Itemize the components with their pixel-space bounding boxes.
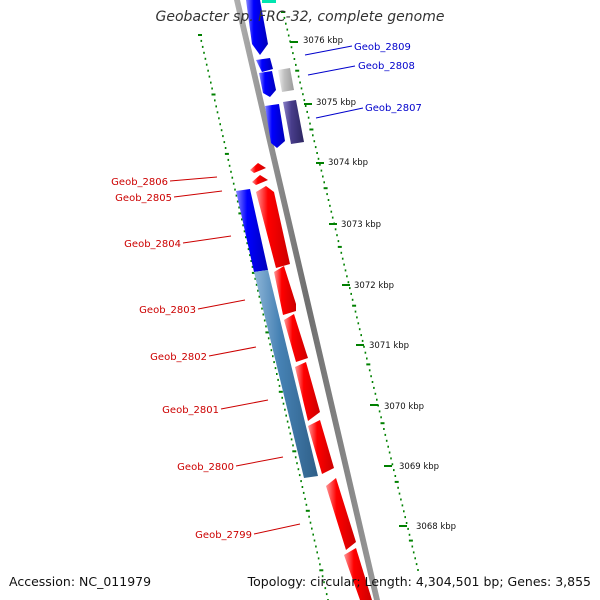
gene-labels-right: Geob_2809 Geob_2808 Geob_2807 <box>304 42 422 119</box>
gene-geob-2809 <box>256 58 273 72</box>
gene-label[interactable]: Geob_2802 <box>150 352 207 363</box>
gene-label[interactable]: Geob_2801 <box>162 405 219 416</box>
gene-teal-top <box>262 0 276 3</box>
gene-darkslate <box>283 100 304 144</box>
kbp-label: 3076 kbp <box>303 36 343 46</box>
map-title: Geobacter sp. FRC-32, complete genome <box>155 9 445 25</box>
kbp-label: 3069 kbp <box>399 462 439 472</box>
gene-label[interactable]: Geob_2808 <box>358 61 415 72</box>
gene-label[interactable]: Geob_2809 <box>354 42 411 53</box>
kbp-label: 3070 kbp <box>384 402 424 412</box>
forward-strand-genes <box>250 68 372 600</box>
kbp-label: 3075 kbp <box>316 98 356 108</box>
tick-rings <box>198 11 419 600</box>
gene-label[interactable]: Geob_2805 <box>115 193 172 204</box>
genome-summary-text: Topology: circular; Length: 4,304,501 bp… <box>247 574 591 589</box>
reverse-strand-genes <box>236 0 318 478</box>
kbp-label: 3071 kbp <box>369 341 409 351</box>
gene-geob-2807 <box>265 104 285 148</box>
kbp-label: 3073 kbp <box>341 220 381 230</box>
gene-labels-left: Geob_2806 Geob_2805 Geob_2804 Geob_2803 … <box>111 176 301 541</box>
kbp-label: 3074 kbp <box>328 158 368 168</box>
kbp-scale: 3076 kbp 3075 kbp 3074 kbp 3073 kbp 3072… <box>290 36 456 532</box>
accession-text: Accession: NC_011979 <box>9 574 152 589</box>
gene-geob-2802-fwd <box>284 314 308 362</box>
gene-label[interactable]: Geob_2807 <box>365 103 422 114</box>
gene-geob-2799-fwd <box>326 478 356 550</box>
gene-label[interactable]: Geob_2806 <box>111 177 168 188</box>
gene-label[interactable]: Geob_2799 <box>195 530 252 541</box>
gene-geob-2805 <box>252 175 268 185</box>
kbp-label: 3072 kbp <box>354 281 394 291</box>
gene-geob-2804 <box>236 189 268 272</box>
gene-label[interactable]: Geob_2804 <box>124 239 181 250</box>
gene-geob-2801-fwd <box>295 362 320 421</box>
gene-label[interactable]: Geob_2800 <box>177 462 234 473</box>
kbp-label: 3068 kbp <box>416 522 456 532</box>
gene-geob-2803-2800 <box>254 270 318 478</box>
gene-geob-2804-fwd <box>256 186 290 268</box>
gene-geob-2808 <box>259 71 276 97</box>
gene-geob-2810 <box>246 0 268 55</box>
gene-geob-2798-fwd <box>344 548 372 600</box>
gene-geob-2803-fwd <box>274 266 296 315</box>
gene-geob-2800-fwd <box>308 420 334 474</box>
gene-gray <box>278 68 294 92</box>
gene-geob-2806 <box>250 163 266 173</box>
gene-label[interactable]: Geob_2803 <box>139 305 196 316</box>
genome-backbone <box>234 0 380 600</box>
